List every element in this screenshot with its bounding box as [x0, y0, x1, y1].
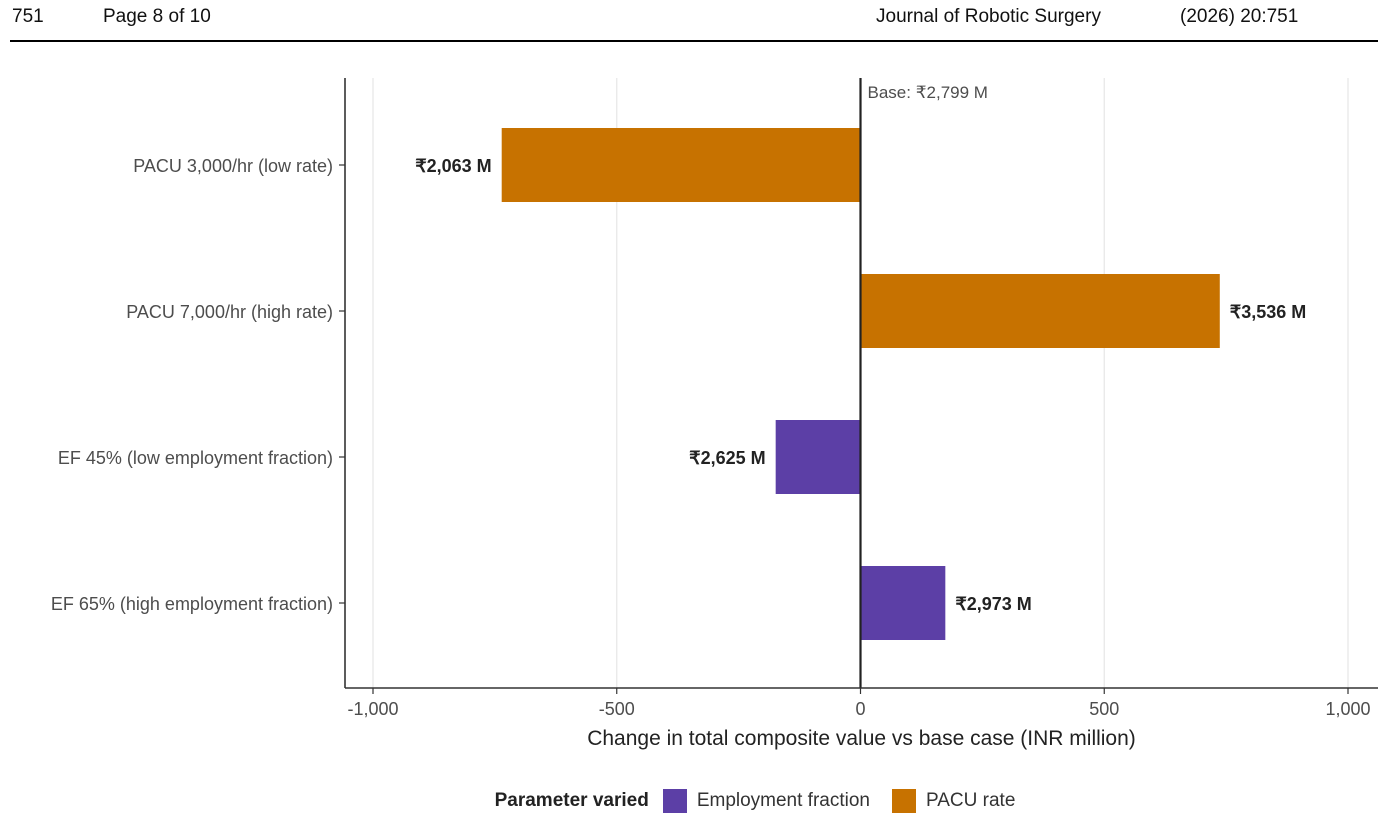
journal-name: Journal of Robotic Surgery: [876, 6, 1101, 27]
x-tick-label-3: 500: [1089, 699, 1119, 719]
value-label-1: ₹3,536 M: [1230, 302, 1307, 322]
page-header: 751 Page 8 of 10 Journal of Robotic Surg…: [0, 0, 1387, 42]
header-rule: [10, 40, 1378, 42]
citation: (2026) 20:751: [1180, 6, 1299, 27]
category-label-2: EF 45% (low employment fraction): [58, 448, 333, 468]
bar-3: [860, 566, 946, 640]
bar-0: [501, 128, 861, 202]
legend-label-employment-fraction: Employment fraction: [696, 790, 870, 811]
page-of: Page 8 of 10: [103, 6, 211, 27]
x-axis-title: Change in total composite value vs base …: [587, 727, 1136, 750]
bar-1: [860, 274, 1220, 348]
legend-title: Parameter varied: [494, 790, 649, 811]
legend-item-employment-fraction: Employment fraction: [662, 789, 870, 813]
chart-legend: Parameter varied Employment fraction PAC…: [0, 786, 1387, 816]
value-label-2: ₹2,625 M: [689, 448, 766, 468]
x-tick-label-0: -1,000: [347, 699, 398, 719]
legend-swatch-employment-fraction: [662, 789, 687, 813]
base-annotation: Base: ₹2,799 M: [868, 83, 988, 102]
bar-2: [775, 420, 861, 494]
value-label-0: ₹2,063 M: [415, 156, 492, 176]
category-label-3: EF 65% (high employment fraction): [51, 594, 333, 614]
value-label-3: ₹2,973 M: [955, 594, 1031, 614]
tornado-chart: ₹2,063 M PACU 3,000/hr (low rate) ₹3,536 M…: [51, 78, 1378, 750]
x-tick-label-4: 1,000: [1325, 699, 1370, 719]
legend-swatch-pacu-rate: [892, 789, 916, 813]
legend-label-pacu-rate: PACU rate: [926, 790, 1016, 811]
page-number: 751: [12, 6, 44, 27]
category-label-1: PACU 7,000/hr (high rate): [126, 302, 333, 322]
x-tick-label-1: -500: [599, 699, 635, 719]
category-label-0: PACU 3,000/hr (low rate): [133, 156, 333, 176]
legend-item-pacu-rate: PACU rate: [892, 789, 1015, 813]
x-tick-label-2: 0: [855, 699, 865, 719]
